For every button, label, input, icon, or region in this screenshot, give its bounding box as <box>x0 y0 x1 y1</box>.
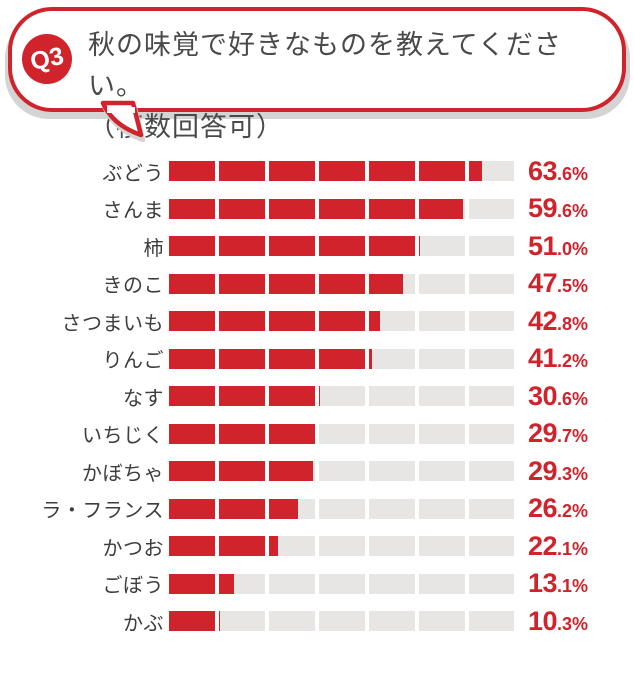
bar-fill <box>169 461 314 481</box>
value-label: 63.6% <box>528 156 588 187</box>
bar-track <box>169 198 514 219</box>
bar-fill <box>169 611 220 631</box>
value-integer: 41 <box>528 343 558 373</box>
chart-row: なす 30.6% <box>0 381 634 411</box>
value-decimal: .2% <box>557 351 589 371</box>
bar-track <box>169 348 514 369</box>
speech-bubble-tail-opening <box>107 107 135 113</box>
value-decimal: .6% <box>557 388 589 409</box>
bar-track <box>169 386 514 406</box>
chart-row: かぼちゃ 29.3% <box>0 456 634 486</box>
category-label: ごぼう <box>102 575 164 597</box>
value-integer: 63 <box>528 155 558 186</box>
value-label: 26.2% <box>528 493 588 524</box>
chart-row: ラ・フランス 26.2% <box>0 493 634 523</box>
category-label: いちじく <box>82 425 164 447</box>
value-label: 47.5% <box>528 268 588 299</box>
chart-row: りんご 41.2% <box>0 343 634 373</box>
bar-track <box>169 461 514 481</box>
bar-track <box>169 611 514 631</box>
chart-row: かぶ 10.3% <box>0 606 634 636</box>
bar-fill <box>169 498 299 519</box>
category-label: さつまいも <box>61 312 164 335</box>
value-integer: 47 <box>528 268 558 298</box>
value-label: 10.3% <box>528 606 588 637</box>
value-decimal: .6% <box>557 163 589 184</box>
value-label: 51.0% <box>528 231 588 262</box>
value-decimal: .2% <box>557 501 589 521</box>
bar-chart: ぶどう 63.6% さんま 59.6% 柿 51.0% きのこ 47.5% <box>0 156 634 649</box>
chart-row: 柿 51.0% <box>0 231 634 261</box>
category-label: ぶどう <box>102 162 164 185</box>
category-label: さんま <box>102 200 164 222</box>
value-integer: 13 <box>528 568 558 598</box>
value-integer: 10 <box>528 605 558 636</box>
category-label: りんご <box>102 350 164 372</box>
category-label: かぼちゃ <box>82 462 164 485</box>
chart-row: ごぼう 13.1% <box>0 568 634 598</box>
bar-track <box>169 161 514 181</box>
question-line-2: （複数回答可） <box>88 112 284 142</box>
question-number-label: Q3 <box>27 41 67 76</box>
value-integer: 30 <box>528 380 558 411</box>
bar-fill <box>169 573 234 594</box>
value-integer: 51 <box>528 230 558 261</box>
value-integer: 29 <box>528 418 558 448</box>
value-label: 30.6% <box>528 381 588 412</box>
chart-row: さつまいも 42.8% <box>0 306 634 336</box>
value-label: 29.3% <box>528 456 588 487</box>
bar-fill <box>169 198 463 219</box>
bar-fill <box>169 161 483 181</box>
value-decimal: .8% <box>557 313 589 334</box>
bar-track <box>169 536 514 556</box>
bar-fill <box>169 536 278 556</box>
bar-track <box>169 311 514 331</box>
bar-fill <box>169 348 373 369</box>
bar-track <box>169 273 514 294</box>
value-label: 13.1% <box>528 568 588 599</box>
value-decimal: .7% <box>557 426 589 446</box>
value-integer: 59 <box>528 193 558 223</box>
value-decimal: .5% <box>557 276 589 296</box>
bar-track <box>169 423 514 444</box>
value-integer: 42 <box>528 305 558 336</box>
value-decimal: .3% <box>557 463 589 484</box>
value-decimal: .0% <box>557 238 589 259</box>
value-decimal: .1% <box>557 538 589 559</box>
bar-fill <box>169 273 404 294</box>
bar-fill <box>169 311 380 331</box>
value-integer: 22 <box>528 530 558 561</box>
bar-fill <box>169 386 320 406</box>
question-line-1: 秋の味覚で好きなものを教えてください。 <box>88 30 562 101</box>
chart-row: いちじく 29.7% <box>0 418 634 448</box>
bar-fill <box>169 236 421 256</box>
chart-row: きのこ 47.5% <box>0 268 634 298</box>
chart-row: ぶどう 63.6% <box>0 156 634 186</box>
bar-track <box>169 498 514 519</box>
category-label: 柿 <box>143 237 164 260</box>
category-label: かつお <box>102 537 164 560</box>
category-label: きのこ <box>102 275 164 297</box>
value-integer: 29 <box>528 455 558 486</box>
question-bubble: Q3 秋の味覚で好きなものを教えてください。 （複数回答可） <box>8 7 626 142</box>
category-label: なす <box>123 387 164 410</box>
bar-fill <box>169 423 316 444</box>
value-integer: 26 <box>528 493 558 523</box>
category-label: ラ・フランス <box>41 500 164 522</box>
value-label: 59.6% <box>528 193 588 224</box>
category-label: かぶ <box>123 612 164 635</box>
value-label: 29.7% <box>528 418 588 449</box>
value-decimal: .1% <box>557 576 589 596</box>
value-label: 41.2% <box>528 343 588 374</box>
chart-row: かつお 22.1% <box>0 531 634 561</box>
value-decimal: .3% <box>557 613 589 634</box>
chart-row: さんま 59.6% <box>0 193 634 223</box>
value-label: 42.8% <box>528 306 588 337</box>
value-decimal: .6% <box>557 201 589 221</box>
bar-track <box>169 236 514 256</box>
value-label: 22.1% <box>528 531 588 562</box>
bar-track <box>169 573 514 594</box>
